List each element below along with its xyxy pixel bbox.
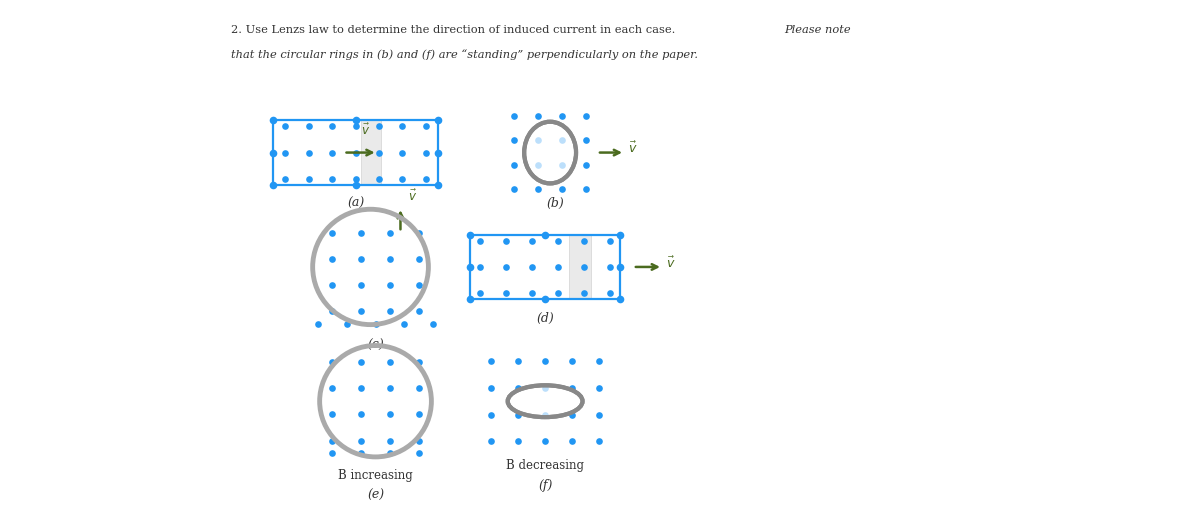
Bar [569, 234, 592, 299]
Text: (c): (c) [367, 338, 384, 352]
Bar [274, 120, 438, 185]
Ellipse shape [509, 386, 582, 416]
Bar [360, 120, 380, 185]
Text: (a): (a) [347, 197, 364, 210]
Text: (f): (f) [538, 479, 552, 492]
Text: (e): (e) [367, 488, 384, 502]
Ellipse shape [526, 123, 575, 182]
Text: $\vec{v}$: $\vec{v}$ [361, 123, 370, 138]
Text: (b): (b) [546, 197, 564, 210]
Text: B decreasing: B decreasing [506, 459, 584, 472]
Text: (d): (d) [536, 312, 554, 325]
Text: B increasing: B increasing [338, 469, 413, 482]
Text: 2. Use Lenzs law to determine the direction of induced current in each case.: 2. Use Lenzs law to determine the direct… [230, 25, 679, 35]
Bar [470, 234, 620, 299]
Text: $\vec{v}$: $\vec{v}$ [666, 255, 676, 271]
Text: Please note: Please note [784, 25, 851, 35]
Text: $\vec{v}$: $\vec{v}$ [408, 189, 418, 204]
Text: $\vec{v}$: $\vec{v}$ [628, 141, 637, 156]
Text: that the circular rings in (b) and (f) are “standing” perpendicularly on the pap: that the circular rings in (b) and (f) a… [230, 49, 698, 60]
